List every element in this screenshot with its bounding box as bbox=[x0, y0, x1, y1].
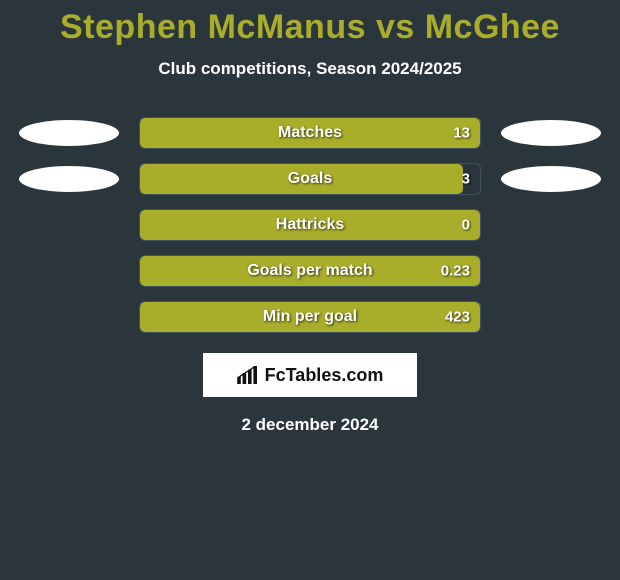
ellipse-spacer bbox=[19, 258, 119, 284]
stats-list: Matches 13 Goals 3 Hattricks 0 Goals per match… bbox=[0, 117, 620, 333]
stat-row: Hattricks 0 bbox=[0, 209, 620, 241]
stat-bar: Goals per match 0.23 bbox=[139, 255, 481, 287]
ellipse-spacer bbox=[19, 212, 119, 238]
stat-row: Goals 3 bbox=[0, 163, 620, 195]
ellipse-spacer bbox=[19, 304, 119, 330]
bars-icon bbox=[237, 366, 259, 384]
subtitle: Club competitions, Season 2024/2025 bbox=[0, 59, 620, 79]
stat-value: 13 bbox=[453, 125, 470, 142]
stat-label: Goals per match bbox=[247, 262, 372, 280]
stat-bar: Matches 13 bbox=[139, 117, 481, 149]
stat-row: Min per goal 423 bbox=[0, 301, 620, 333]
stat-value: 0 bbox=[462, 217, 470, 234]
player-right-ellipse bbox=[501, 120, 601, 146]
logo-text: FcTables.com bbox=[265, 365, 384, 386]
comparison-infographic: Stephen McManus vs McGhee Club competiti… bbox=[0, 0, 620, 435]
stat-bar: Goals 3 bbox=[139, 163, 481, 195]
ellipse-spacer bbox=[501, 258, 601, 284]
stat-bar: Min per goal 423 bbox=[139, 301, 481, 333]
stat-value: 3 bbox=[462, 171, 470, 188]
stat-row: Goals per match 0.23 bbox=[0, 255, 620, 287]
stat-label: Matches bbox=[278, 124, 342, 142]
page-title: Stephen McManus vs McGhee bbox=[0, 8, 620, 47]
stat-value: 423 bbox=[445, 309, 470, 326]
ellipse-spacer bbox=[501, 212, 601, 238]
ellipse-spacer bbox=[501, 304, 601, 330]
player-right-ellipse bbox=[501, 166, 601, 192]
player-left-ellipse bbox=[19, 166, 119, 192]
stat-row: Matches 13 bbox=[0, 117, 620, 149]
player-left-ellipse bbox=[19, 120, 119, 146]
stat-label: Goals bbox=[288, 170, 332, 188]
footer-date: 2 december 2024 bbox=[0, 415, 620, 435]
stat-bar: Hattricks 0 bbox=[139, 209, 481, 241]
logo-box: FcTables.com bbox=[203, 353, 417, 397]
stat-label: Min per goal bbox=[263, 308, 357, 326]
stat-value: 0.23 bbox=[441, 263, 470, 280]
stat-label: Hattricks bbox=[276, 216, 344, 234]
